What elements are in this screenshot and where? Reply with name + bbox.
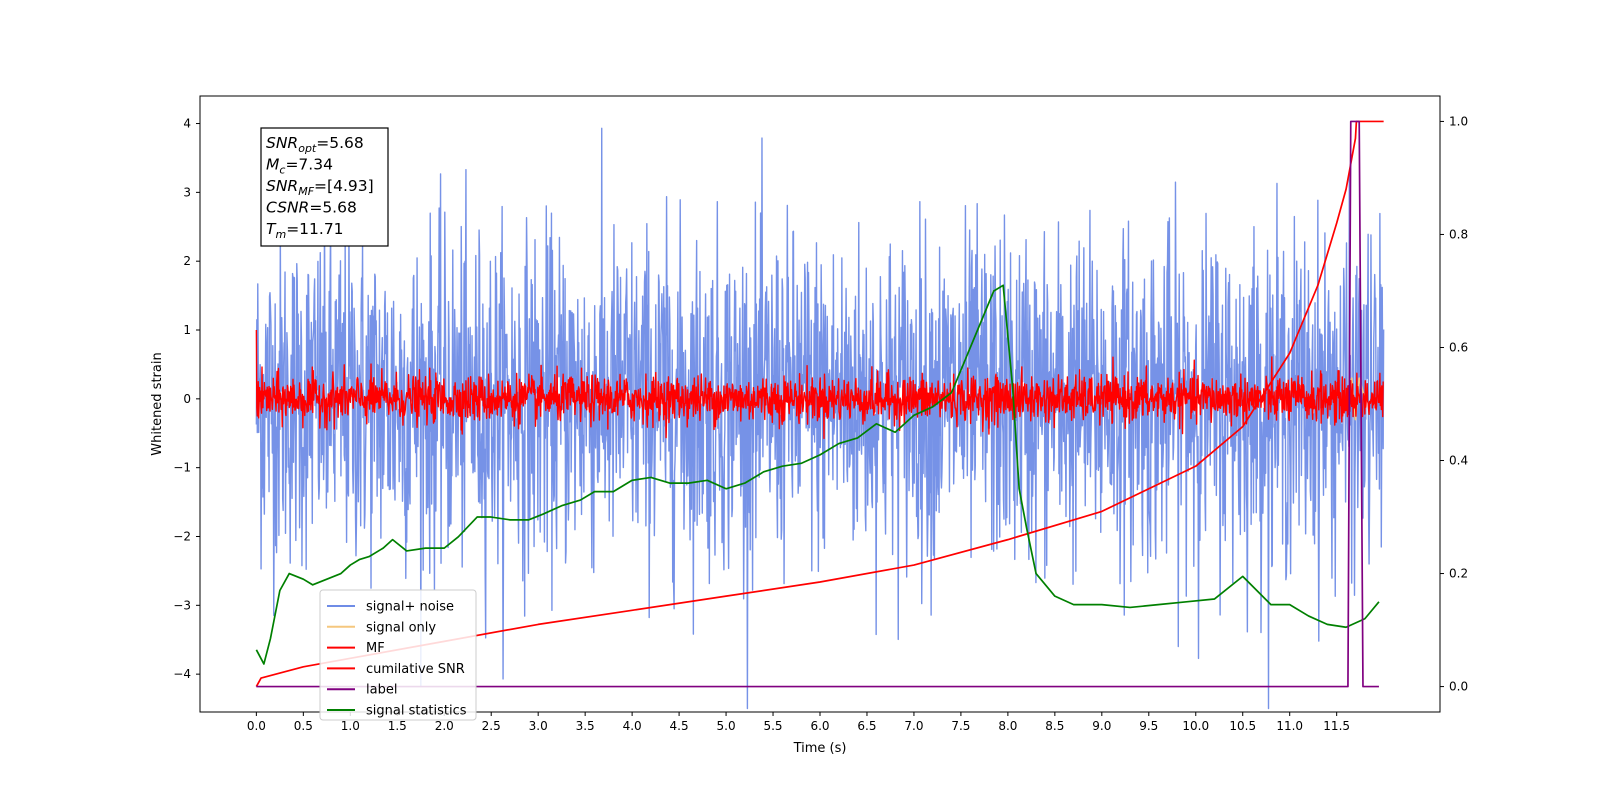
legend-label: signal+ noise: [366, 600, 454, 615]
x-tick-label: 2.5: [482, 719, 501, 733]
x-tick-label: 1.0: [341, 719, 360, 733]
x-tick-label: 5.5: [763, 719, 782, 733]
x-tick-label: 4.0: [623, 719, 642, 733]
y2-tick-label: 0.0: [1449, 680, 1468, 694]
y2-tick-label: 0.2: [1449, 567, 1468, 581]
x-tick-label: 6.0: [810, 719, 829, 733]
legend-label: cumilative SNR: [366, 662, 465, 677]
x-tick-label: 3.5: [576, 719, 595, 733]
annotation-line: SNRopt=5.68: [266, 134, 364, 155]
x-tick-label: 7.5: [951, 719, 970, 733]
y2-tick-label: 0.6: [1449, 340, 1468, 354]
y2-tick-label: 1.0: [1449, 114, 1468, 128]
x-tick-label: 2.0: [435, 719, 454, 733]
x-axis: 0.0 0.5 1.0 1.5 2.0 2.5 3.0 3.5 4.0 4.5 5.0 5.5 6.0 6…: [247, 712, 1350, 733]
x-tick-label: 10.0: [1182, 719, 1209, 733]
legend-label: label: [366, 683, 397, 698]
x-axis-label: Time (s): [793, 741, 847, 756]
x-tick-label: 0.5: [294, 719, 313, 733]
y-tick-label: 4: [183, 117, 191, 131]
y-tick-label: −3: [173, 598, 191, 612]
x-tick-label: 10.5: [1229, 719, 1256, 733]
legend-label: signal only: [366, 620, 436, 635]
series-line-signal-statistics: [255, 284, 1380, 665]
legend: signal+ noise signal only MF cumilative SNR…: [319, 589, 477, 721]
y2-tick-label: 0.4: [1449, 454, 1468, 468]
series-line-label: [256, 120, 1379, 688]
x-tick-label: 3.0: [529, 719, 548, 733]
x-tick-label: 11.5: [1323, 719, 1350, 733]
x-tick-label: 4.5: [670, 719, 689, 733]
x-tick-label: 11.0: [1276, 719, 1303, 733]
x-tick-label: 8.5: [1045, 719, 1064, 733]
x-tick-label: 9.0: [1092, 719, 1111, 733]
y-tick-label: −4: [173, 667, 191, 681]
legend-label: MF: [366, 641, 385, 656]
annotation-line: SNRMF=[4.93]: [266, 177, 374, 198]
x-tick-label: 8.0: [998, 719, 1017, 733]
y-tick-label: −1: [173, 461, 191, 475]
legend-label: signal statistics: [366, 704, 467, 719]
y-tick-label: 2: [183, 254, 191, 268]
x-tick-label: 0.0: [247, 719, 266, 733]
y-tick-label: 3: [183, 185, 191, 199]
series-line-mf: [255, 330, 1384, 440]
x-tick-label: 6.5: [857, 719, 876, 733]
y-tick-label: 1: [183, 323, 191, 337]
annotation-line: Tm=11.71: [266, 220, 344, 241]
y-tick-label: 0: [183, 392, 191, 406]
y-tick-label: −2: [173, 529, 191, 543]
y2-tick-label: 0.8: [1449, 227, 1468, 241]
x-tick-label: 7.0: [904, 719, 923, 733]
y-axis-label: Whitened strain: [150, 352, 165, 455]
x-tick-label: 5.0: [717, 719, 736, 733]
y2-axis: 1.0 0.8 0.6 0.4 0.2 0.0: [1440, 114, 1468, 694]
x-tick-label: 9.5: [1139, 719, 1158, 733]
y-axis: 4 3 2 1 0 −1 −2 −3 −4: [173, 117, 200, 681]
x-tick-label: 1.5: [388, 719, 407, 733]
annotation-line: Mc=7.34: [266, 156, 333, 177]
annotation-line: CSNR=5.68: [266, 199, 357, 217]
